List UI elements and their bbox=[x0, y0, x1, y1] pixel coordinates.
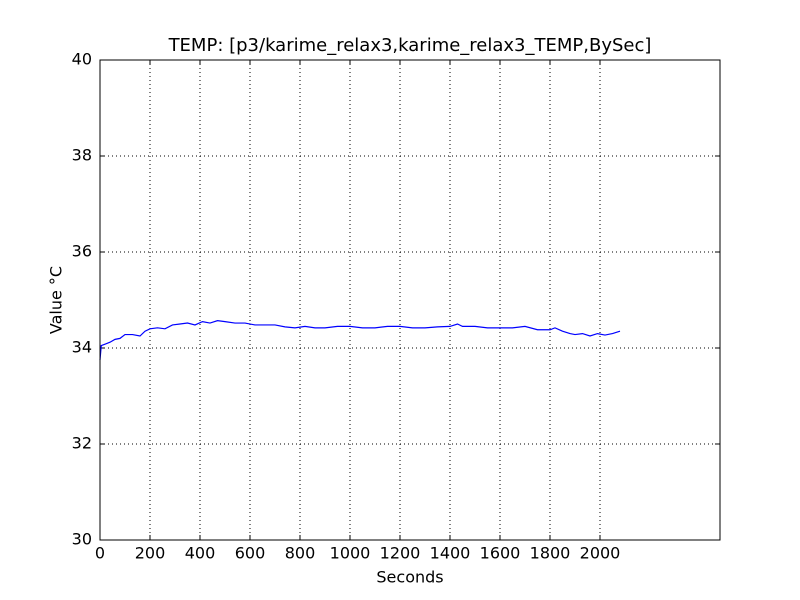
y-tick-label: 40 bbox=[72, 50, 92, 69]
x-tick-label: 2000 bbox=[580, 544, 621, 563]
x-tick-label: 600 bbox=[235, 544, 266, 563]
y-tick-label: 34 bbox=[72, 338, 92, 357]
x-tick-label: 1800 bbox=[530, 544, 571, 563]
x-tick-label: 1400 bbox=[430, 544, 471, 563]
x-tick-label: 400 bbox=[185, 544, 216, 563]
chart-title: TEMP: [p3/karime_relax3,karime_relax3_TE… bbox=[168, 35, 652, 56]
data-line bbox=[99, 320, 621, 361]
x-tick-label: 0 bbox=[95, 544, 105, 563]
y-tick-label: 32 bbox=[72, 434, 92, 453]
x-tick-label: 200 bbox=[135, 544, 166, 563]
x-axis-label: Seconds bbox=[376, 568, 443, 587]
y-axis-label: Value °C bbox=[47, 266, 66, 334]
x-tick-label: 1000 bbox=[330, 544, 371, 563]
plot-frame bbox=[99, 59, 721, 541]
y-tick-label: 36 bbox=[72, 242, 92, 261]
y-tick-label: 38 bbox=[72, 146, 92, 165]
x-tick-label: 1600 bbox=[480, 544, 521, 563]
y-tick-label: 30 bbox=[72, 530, 92, 549]
x-tick-label: 1200 bbox=[380, 544, 421, 563]
x-tick-label: 800 bbox=[285, 544, 316, 563]
